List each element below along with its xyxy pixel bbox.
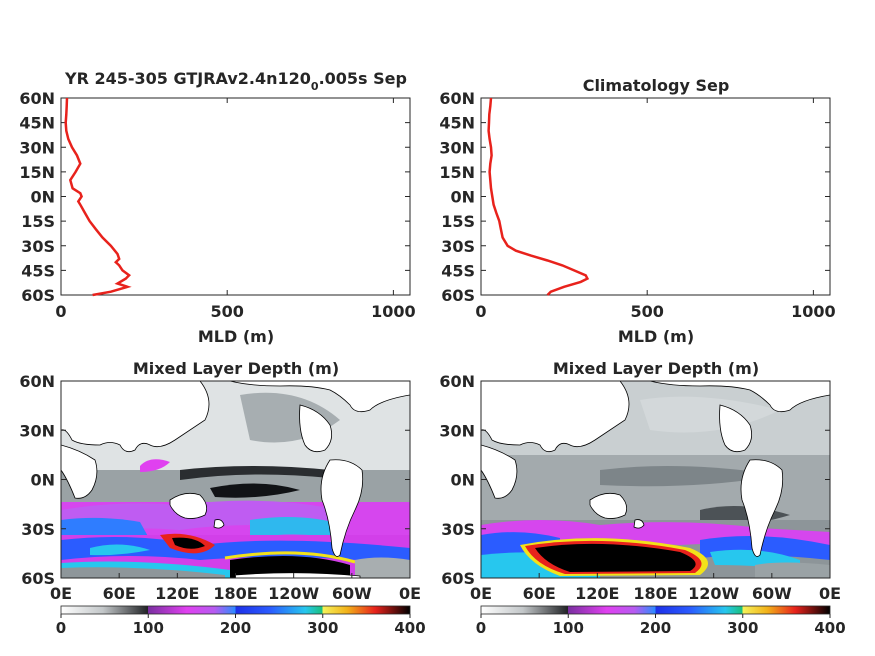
colorbar-tick-label: 200 — [640, 619, 671, 637]
y-tick-label: 30S — [21, 520, 55, 539]
y-tick-label: 30S — [441, 520, 475, 539]
y-tick-label: 60N — [439, 89, 475, 108]
colorbar-tick-label: 400 — [394, 619, 425, 637]
x-tick-label: 120W — [688, 584, 739, 603]
mld-profile-line — [487, 97, 590, 296]
profile-panel-climatology: Climatology Sep 60N 45N 30N 15N 0N 15S 30S 45S 6… — [439, 76, 835, 346]
y-tick-label: 60N — [439, 372, 475, 391]
y-tick-label: 45S — [441, 261, 475, 280]
mld-map — [481, 381, 830, 578]
y-tick-label: 60S — [441, 569, 475, 588]
colorbar-tick-label: 300 — [307, 619, 338, 637]
y-tick-label: 15N — [439, 163, 475, 182]
y-tick-label: 60S — [21, 286, 55, 305]
y-tick-label: 0N — [450, 188, 475, 207]
map-panel-climatology: Mixed Layer Depth (m) — [439, 359, 845, 637]
x-tick-label: 60W — [752, 584, 792, 603]
x-axis-label: MLD (m) — [198, 327, 274, 346]
x-tick-label: 1000 — [791, 302, 836, 321]
profile-panel-model: YR 245-305 GTJRAv2.4n1200.005s Sep 60N 45… — [19, 69, 415, 346]
x-tick-label: 0 — [475, 302, 486, 321]
x-tick-label: 180E — [633, 584, 677, 603]
x-tick-label: 120E — [155, 584, 199, 603]
x-tick-label: 0E — [819, 584, 841, 603]
x-tick-label: 1000 — [371, 302, 416, 321]
y-tick-label: 60N — [19, 89, 55, 108]
colorbar: 0 100 200 300 400 — [56, 605, 426, 637]
x-tick-label: 120W — [268, 584, 319, 603]
plot-frame — [60, 97, 411, 296]
y-tick-label: 60S — [21, 569, 55, 588]
x-tick-label: 500 — [630, 302, 663, 321]
y-tick-label: 30S — [441, 237, 475, 256]
x-tick-label: 500 — [210, 302, 243, 321]
y-tick-label: 30N — [19, 138, 55, 157]
x-axis-label: MLD (m) — [618, 327, 694, 346]
colorbar-tick-label: 200 — [220, 619, 251, 637]
y-tick-label: 45N — [439, 114, 475, 133]
panel-title-climatology: Climatology Sep — [583, 76, 730, 95]
map-panel-model: Mixed Layer Depth (m) — [19, 359, 425, 637]
y-tick-label: 30S — [21, 237, 55, 256]
y-tick-label: 30N — [439, 421, 475, 440]
colorbar-tick-label: 0 — [476, 619, 486, 637]
y-tick-label: 15N — [19, 163, 55, 182]
y-tick-label: 0N — [450, 471, 475, 490]
y-tick-label: 30N — [19, 421, 55, 440]
plot-frame — [480, 97, 831, 296]
colorbar-tick-label: 400 — [814, 619, 845, 637]
mld-map — [61, 381, 410, 578]
y-tick-label: 15S — [441, 212, 475, 231]
y-tick-label: 15S — [21, 212, 55, 231]
map-title: Mixed Layer Depth (m) — [133, 359, 339, 378]
land-mask — [481, 381, 830, 557]
panel-title-model: YR 245-305 GTJRAv2.4n1200.005s Sep — [64, 69, 407, 93]
y-tick-label: 45S — [21, 261, 55, 280]
colorbar: 0 100 200 300 400 — [476, 605, 846, 637]
x-tick-label: 180E — [213, 584, 257, 603]
colorbar-tick-label: 100 — [133, 619, 164, 637]
y-tick-label: 0N — [30, 471, 55, 490]
x-tick-label: 0E — [50, 584, 72, 603]
y-tick-label: 60N — [19, 372, 55, 391]
land-mask — [61, 381, 410, 578]
colorbar-tick-label: 300 — [727, 619, 758, 637]
y-tick-label: 45N — [19, 114, 55, 133]
x-tick-label: 60E — [103, 584, 136, 603]
colorbar-tick-label: 100 — [553, 619, 584, 637]
x-tick-label: 60W — [332, 584, 372, 603]
y-tick-label: 30N — [439, 138, 475, 157]
x-tick-label: 0E — [399, 584, 421, 603]
x-tick-label: 120E — [575, 584, 619, 603]
colorbar-tick-label: 0 — [56, 619, 66, 637]
x-tick-label: 0 — [55, 302, 66, 321]
map-title: Mixed Layer Depth (m) — [553, 359, 759, 378]
y-tick-label: 60S — [441, 286, 475, 305]
y-tick-label: 0N — [30, 188, 55, 207]
x-tick-label: 0E — [470, 584, 492, 603]
mld-profile-line — [64, 97, 132, 297]
x-tick-label: 60E — [523, 584, 556, 603]
